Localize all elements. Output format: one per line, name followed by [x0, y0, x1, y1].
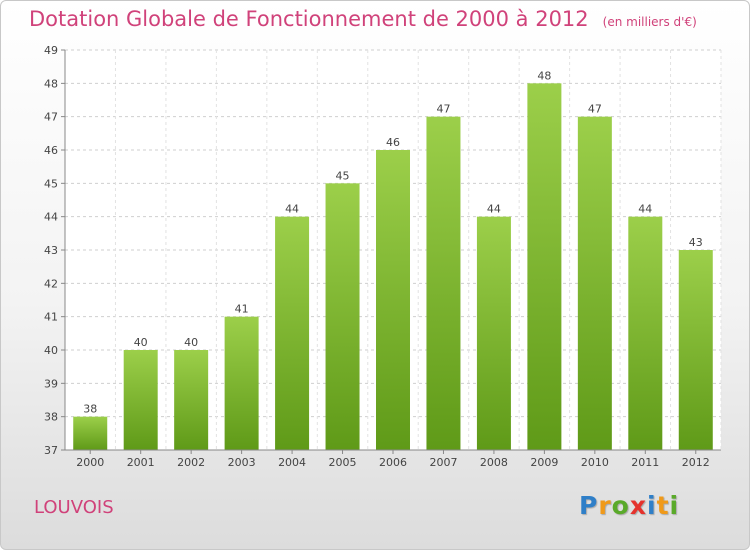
logo-letter: i: [669, 491, 680, 520]
bar-value-label: 48: [537, 69, 551, 82]
logo-letter: o: [611, 491, 630, 520]
y-tick-label: 49: [44, 44, 58, 57]
y-tick-label: 40: [44, 344, 58, 357]
y-tick-label: 44: [44, 211, 58, 224]
x-tick-label: 2000: [76, 456, 104, 469]
x-tick-label: 2010: [581, 456, 609, 469]
bar: [73, 416, 108, 450]
bar-value-label: 47: [588, 103, 602, 116]
x-tick-label: 2004: [278, 456, 306, 469]
x-tick-label: 2002: [177, 456, 205, 469]
y-tick-label: 43: [44, 244, 58, 257]
bar: [376, 150, 410, 450]
x-tick-label: 2012: [682, 456, 710, 469]
bars: 38 40 40 41 44 45 46 47 44 48 47 44 43: [73, 69, 713, 451]
y-tick-label: 47: [44, 111, 58, 124]
y-tick-label: 38: [44, 411, 58, 424]
bar-value-label: 45: [336, 169, 350, 182]
title-text: Dotation Globale de Fonctionnement de 20…: [29, 7, 589, 31]
x-tick-label: 2008: [480, 456, 508, 469]
y-tick-label: 39: [44, 377, 58, 390]
x-tick-label: 2003: [228, 456, 256, 469]
y-tick-label: 45: [44, 177, 58, 190]
bar: [275, 216, 310, 450]
bar-value-label: 44: [638, 203, 652, 216]
y-tick-label: 37: [44, 444, 58, 457]
logo-letter: x: [629, 491, 647, 520]
bar: [628, 216, 663, 450]
bar: [224, 316, 259, 450]
commune-name: LOUVOIS: [34, 497, 114, 518]
bar-value-label: 41: [235, 303, 249, 316]
logo-letter: P: [579, 491, 599, 520]
x-tick-label: 2006: [379, 456, 407, 469]
bar: [174, 350, 209, 450]
bar: [678, 250, 713, 450]
bar-value-label: 38: [83, 403, 97, 416]
chart-title: Dotation Globale de Fonctionnement de 20…: [29, 7, 697, 31]
bar-value-label: 44: [487, 203, 501, 216]
y-tick-label: 42: [44, 277, 58, 290]
bar-value-label: 47: [436, 103, 450, 116]
bar-value-label: 40: [134, 336, 148, 349]
proxiti-logo: Proxiti: [579, 491, 679, 520]
y-tick-label: 41: [44, 311, 58, 324]
bar: [426, 116, 461, 451]
x-tick-label: 2007: [429, 456, 457, 469]
bar-value-label: 44: [285, 203, 299, 216]
axes: 37 38 39 40 41 42 43 44 45 46 47 48 49 2000 2001 2002 20…: [44, 44, 721, 469]
logo-letter: t: [656, 491, 670, 520]
bar: [325, 183, 360, 451]
y-tick-label: 48: [44, 77, 58, 90]
bar: [577, 116, 612, 451]
x-tick-label: 2005: [329, 456, 357, 469]
x-tick-label: 2011: [631, 456, 659, 469]
y-tick-label: 46: [44, 144, 58, 157]
bar: [123, 350, 158, 450]
bar: [476, 216, 511, 450]
bar: [527, 83, 562, 450]
bar-value-label: 43: [689, 236, 703, 249]
x-tick-label: 2009: [530, 456, 558, 469]
bar-value-label: 40: [184, 336, 198, 349]
logo-letter: r: [598, 491, 612, 520]
bar-value-label: 46: [386, 136, 400, 149]
x-tick-label: 2001: [127, 456, 155, 469]
unit-note: (en milliers d'€): [602, 15, 697, 29]
logo-letter: i: [647, 491, 657, 520]
